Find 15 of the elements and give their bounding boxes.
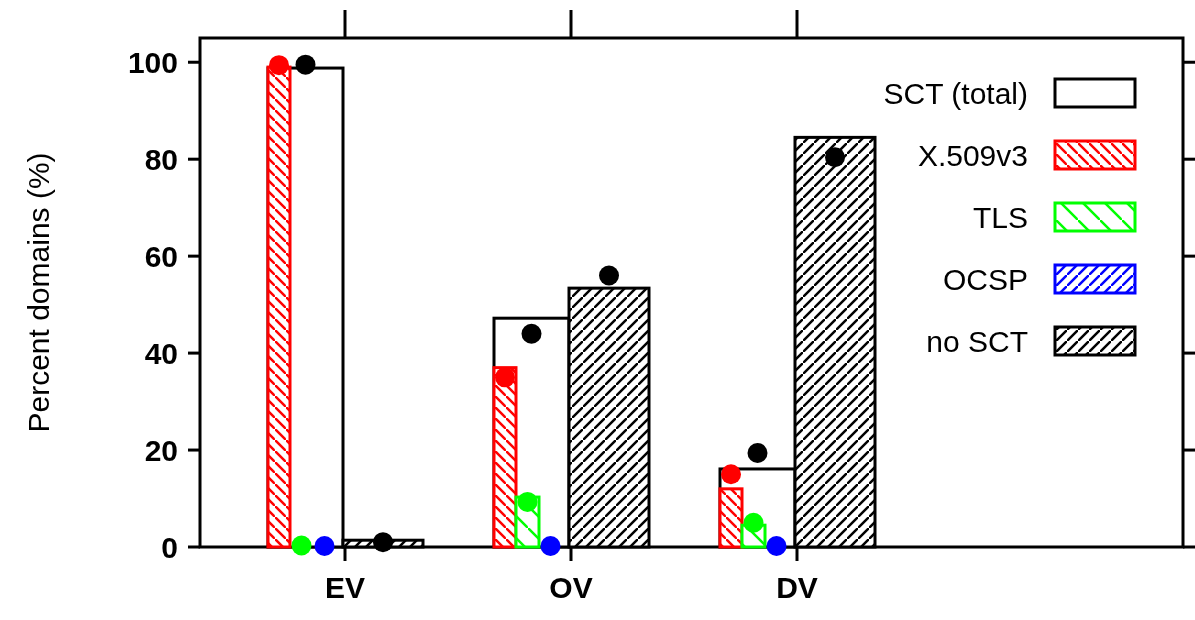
y-tick-label: 40 <box>144 336 178 370</box>
legend-label: no SCT <box>926 324 1028 358</box>
x-tick-label: DV <box>776 570 818 604</box>
y-tick-label: 60 <box>144 239 178 273</box>
legend-label: X.509v3 <box>917 138 1028 172</box>
y-tick-label: 0 <box>161 530 178 564</box>
y-tick-label: 100 <box>127 45 178 79</box>
x-tick-label: EV <box>324 570 366 604</box>
legend-label: TLS <box>972 200 1028 234</box>
y-tick-label: 20 <box>144 433 178 467</box>
x-tick-label: OV <box>549 570 593 604</box>
y-axis-title: Percent domains (%) <box>21 152 55 433</box>
legend-label: SCT (total) <box>883 76 1028 110</box>
legend-label: OCSP <box>942 262 1028 296</box>
y-tick-label: 80 <box>144 142 178 176</box>
